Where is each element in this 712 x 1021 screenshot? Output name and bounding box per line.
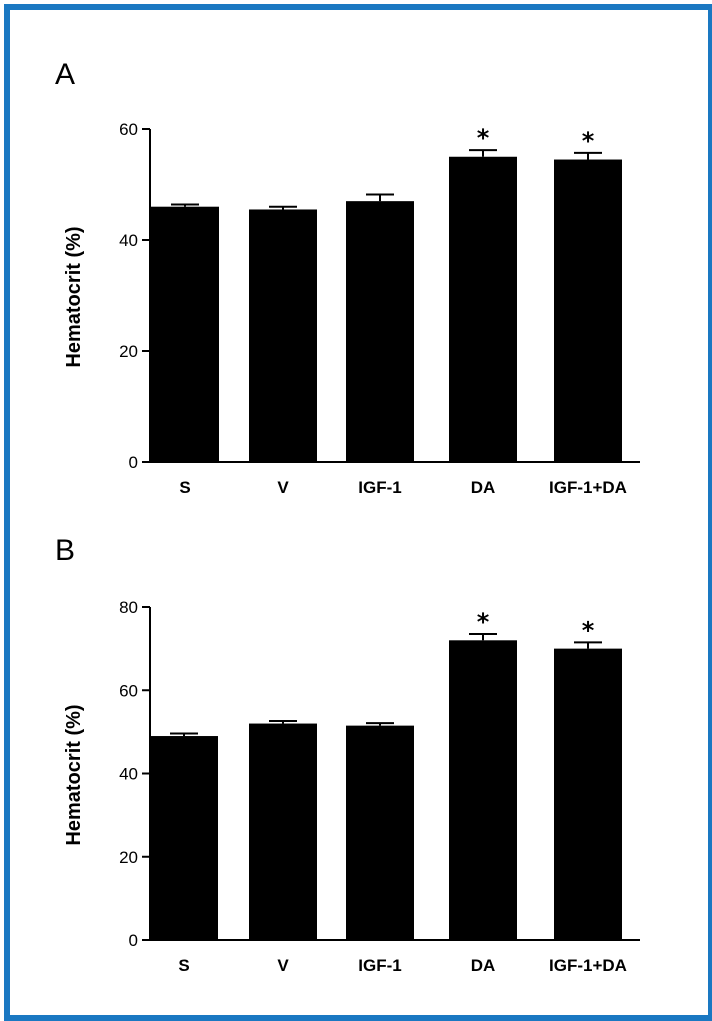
chart-marks-b: 0 20 40 60 80 S V IGF-1 * DA * IGF-1+DA bbox=[119, 598, 640, 975]
y-tick-label: 60 bbox=[119, 681, 138, 700]
bar bbox=[449, 640, 517, 940]
panel-a: A Hematocrit (%) 0 20 40 60 S V IGF-1 * DA * IGF-1… bbox=[55, 58, 640, 497]
bar bbox=[346, 201, 414, 462]
y-tick-label: 40 bbox=[119, 231, 138, 250]
y-tick-label: 40 bbox=[119, 765, 138, 784]
y-tick-label: 0 bbox=[129, 453, 138, 472]
y-tick-label: 80 bbox=[119, 598, 138, 617]
x-category-label: IGF-1 bbox=[358, 956, 401, 975]
panel-letter-a: A bbox=[55, 58, 75, 91]
y-axis-label-a: Hematocrit (%) bbox=[63, 226, 85, 367]
y-tick-label: 60 bbox=[119, 120, 138, 139]
bar bbox=[249, 723, 317, 940]
significance-star: * bbox=[582, 616, 595, 644]
x-category-label: S bbox=[179, 478, 190, 497]
x-category-label: IGF-1+DA bbox=[549, 956, 627, 975]
x-category-label: S bbox=[178, 956, 189, 975]
bar bbox=[554, 648, 622, 940]
x-category-label: IGF-1 bbox=[358, 478, 401, 497]
significance-star: * bbox=[477, 608, 490, 636]
y-tick-label: 20 bbox=[119, 342, 138, 361]
bar bbox=[249, 209, 317, 462]
significance-star: * bbox=[582, 127, 595, 155]
chart-marks-a: 0 20 40 60 S V IGF-1 * DA * IGF-1+DA bbox=[119, 120, 640, 497]
panel-b: B Hematocrit (%) 0 20 40 60 80 S V IGF-1 * DA * IGF… bbox=[55, 534, 640, 975]
bar bbox=[346, 725, 414, 940]
panel-letter-b: B bbox=[55, 534, 75, 567]
x-category-label: IGF-1+DA bbox=[549, 478, 627, 497]
bar bbox=[150, 736, 218, 940]
bar bbox=[151, 206, 219, 462]
bar bbox=[449, 156, 517, 462]
y-tick-label: 20 bbox=[119, 848, 138, 867]
x-category-label: V bbox=[277, 956, 289, 975]
bar bbox=[554, 159, 622, 462]
significance-star: * bbox=[477, 124, 490, 152]
x-category-label: V bbox=[277, 478, 289, 497]
y-axis-label-b: Hematocrit (%) bbox=[63, 704, 85, 845]
y-tick-label: 0 bbox=[129, 931, 138, 950]
x-category-label: DA bbox=[471, 956, 496, 975]
x-category-label: DA bbox=[471, 478, 496, 497]
